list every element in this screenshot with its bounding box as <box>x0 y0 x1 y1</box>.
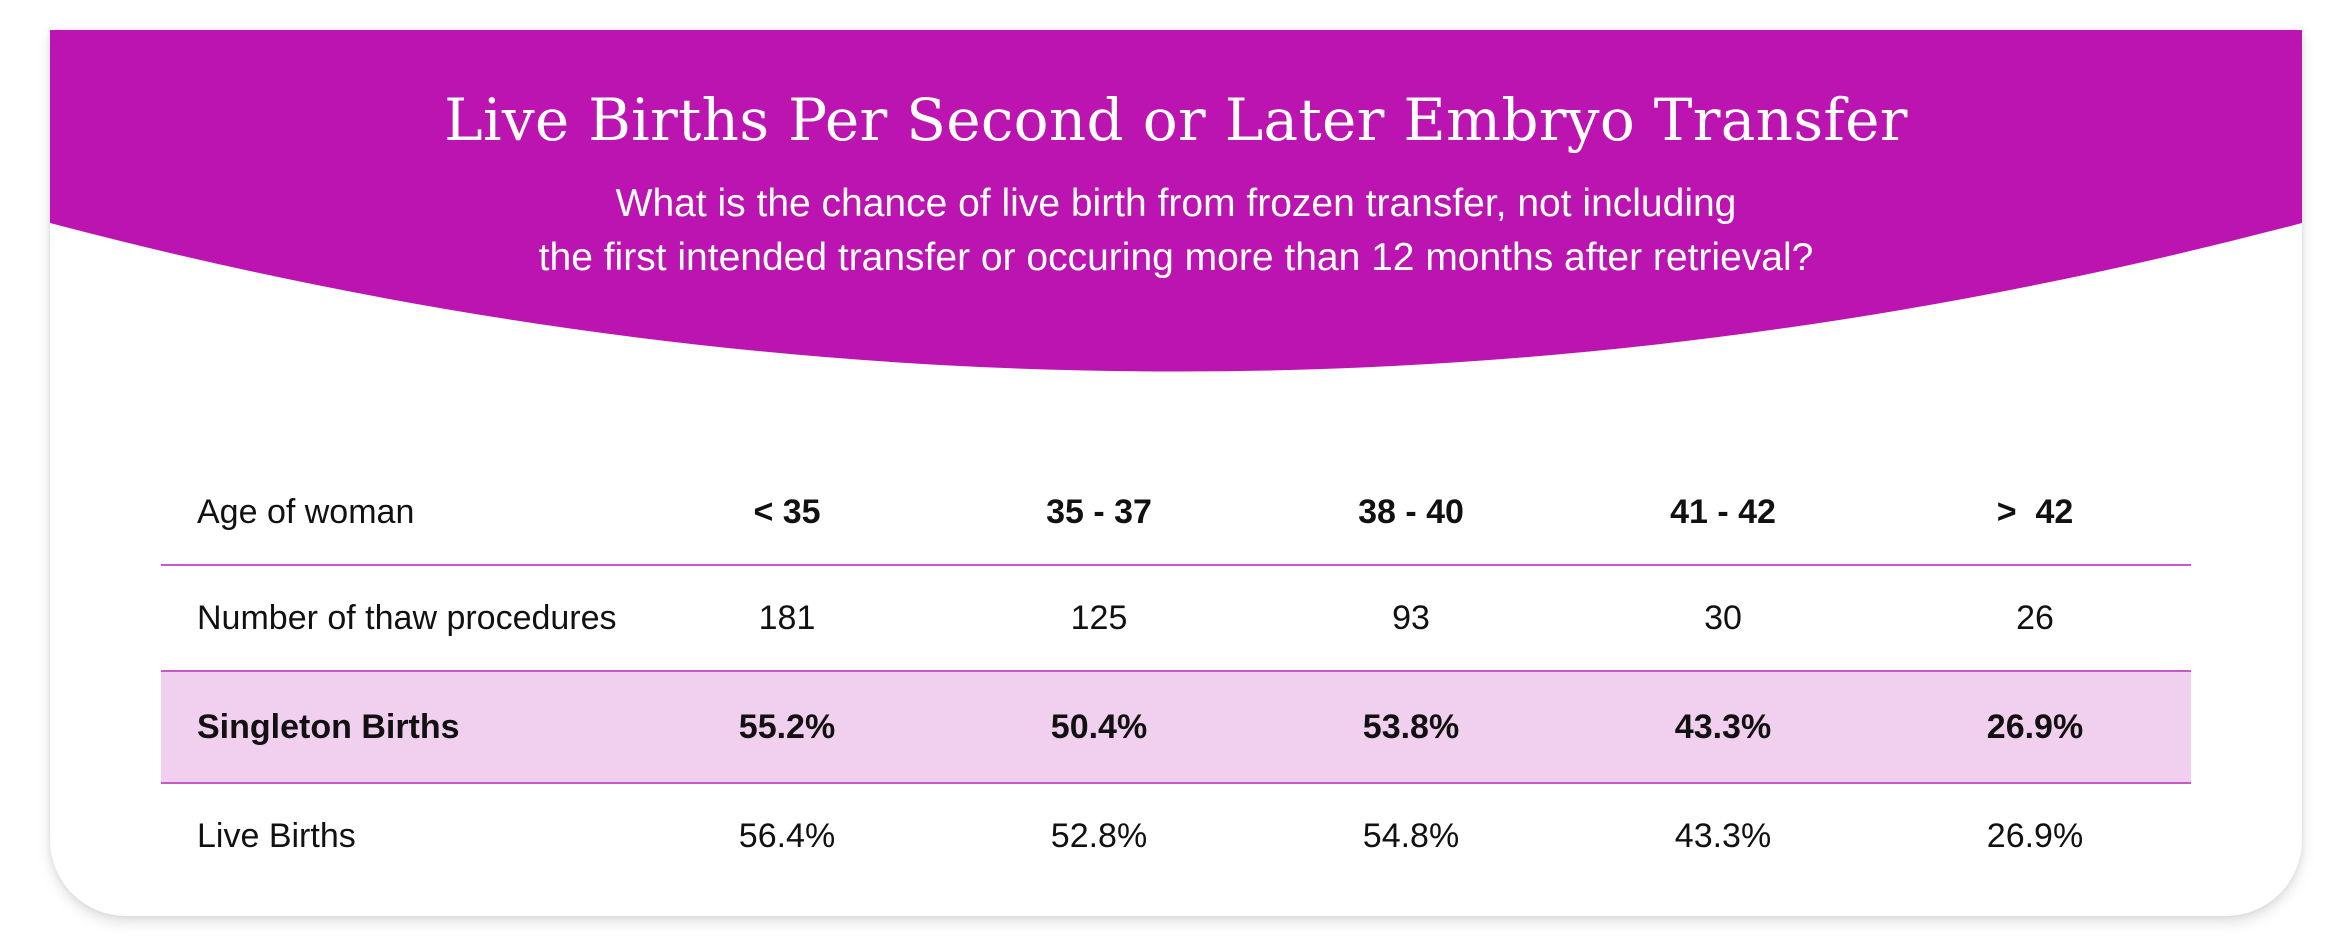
table-row-live-births: Live Births 56.4% 52.8% 54.8% 43.3% 26.9… <box>161 784 2191 888</box>
table-cell: 55.2% <box>738 707 836 746</box>
header-banner <box>50 30 2302 372</box>
table-cell: 93 <box>1392 598 1430 637</box>
table-cell: 26 <box>2016 598 2054 637</box>
table-row-singleton-births: Singleton Births 55.2% 50.4% 53.8% 43.3%… <box>161 672 2191 784</box>
banner-shape <box>50 30 2302 372</box>
table-cell: 26.9% <box>1986 816 2084 855</box>
table-cell: 30 <box>1704 598 1742 637</box>
header-label: Age of woman <box>197 492 415 531</box>
table-cell: 125 <box>1070 598 1128 637</box>
table-cell: 43.3% <box>1674 816 1772 855</box>
table-cell: 52.8% <box>1050 816 1148 855</box>
row-label: Number of thaw procedures <box>197 598 617 637</box>
table-cell: 50.4% <box>1050 707 1148 746</box>
table-cell: 54.8% <box>1362 816 1460 855</box>
table-row-thaw-procedures: Number of thaw procedures 181 125 93 30 … <box>161 566 2191 672</box>
stats-table: Age of woman < 35 35 - 37 38 - 40 41 - 4… <box>161 460 2191 888</box>
page-subtitle-line-1: What is the chance of live birth from fr… <box>615 182 1737 225</box>
table-cell: 26.9% <box>1986 707 2084 746</box>
page-title: Live Births Per Second or Later Embryo T… <box>444 86 1908 154</box>
column-header: 35 - 37 <box>1046 492 1152 531</box>
column-header: 38 - 40 <box>1358 492 1464 531</box>
table-cell: 53.8% <box>1362 707 1460 746</box>
column-header: < 35 <box>753 492 821 531</box>
table-cell: 43.3% <box>1674 707 1772 746</box>
column-header: 41 - 42 <box>1670 492 1776 531</box>
page-subtitle-line-2: the first intended transfer or occuring … <box>538 236 1814 279</box>
stats-card: Live Births Per Second or Later Embryo T… <box>50 30 2302 916</box>
row-label: Live Births <box>197 816 356 855</box>
column-header: > 42 <box>1996 492 2074 531</box>
row-label: Singleton Births <box>197 707 460 746</box>
table-header-row: Age of woman < 35 35 - 37 38 - 40 41 - 4… <box>161 460 2191 566</box>
table-cell: 181 <box>758 598 816 637</box>
table-cell: 56.4% <box>738 816 836 855</box>
